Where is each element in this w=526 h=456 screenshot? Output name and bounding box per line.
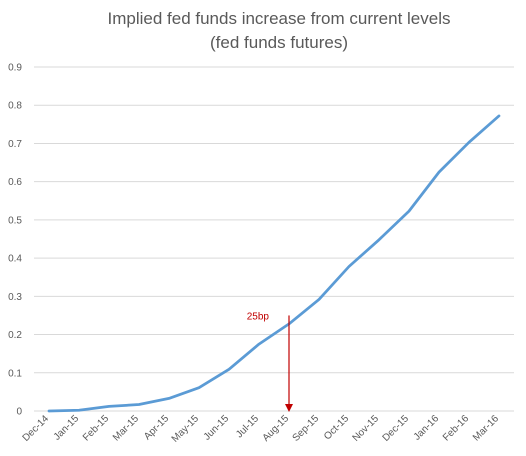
x-tick-label: Jan-16 [412, 413, 442, 443]
series-layer [47, 114, 501, 413]
annotation-layer: 25bp [247, 311, 293, 412]
x-tick-label: Nov-15 [351, 413, 382, 444]
x-tick-label: Jul-15 [234, 413, 261, 440]
series-line [47, 114, 501, 413]
x-tick-label: Mar-16 [471, 413, 501, 443]
y-tick-label: 0.2 [8, 330, 22, 341]
annotation-arrow-head [285, 404, 293, 412]
y-tick-label: 0.9 [8, 63, 22, 74]
y-tick-label: 0.4 [8, 254, 22, 265]
y-tick-label: 0 [16, 407, 22, 418]
y-tick-label: 0.6 [8, 177, 22, 188]
x-tick-label: Dec-14 [21, 413, 52, 444]
y-tick-label: 0.7 [8, 139, 22, 150]
y-tick-label: 0.8 [8, 101, 22, 112]
x-tick-label: Feb-15 [81, 413, 111, 443]
x-tick-label: Jan-15 [52, 413, 82, 443]
y-axis-ticks: 0 0.1 0.2 0.3 0.4 0.5 0.6 0.7 0.8 0.9 [8, 63, 22, 418]
x-tick-label: Feb-16 [441, 413, 471, 443]
annotation-label: 25bp [247, 311, 270, 322]
x-tick-label: Oct-15 [322, 413, 351, 442]
x-tick-label: Apr-15 [142, 413, 171, 442]
x-tick-label: Jun-15 [202, 413, 232, 443]
x-tick-label: Sep-15 [291, 413, 322, 444]
chart-subtitle: (fed funds futures) [210, 33, 348, 52]
gridlines [34, 66, 514, 412]
x-tick-label: May-15 [170, 413, 202, 445]
y-tick-label: 0.1 [8, 368, 22, 379]
x-tick-label: Aug-15 [261, 413, 292, 444]
x-tick-label: Dec-15 [381, 413, 412, 444]
chart-title: Implied fed funds increase from current … [108, 9, 451, 28]
y-tick-label: 0.3 [8, 292, 22, 303]
y-tick-label: 0.5 [8, 215, 22, 226]
x-tick-label: Mar-15 [111, 413, 141, 443]
